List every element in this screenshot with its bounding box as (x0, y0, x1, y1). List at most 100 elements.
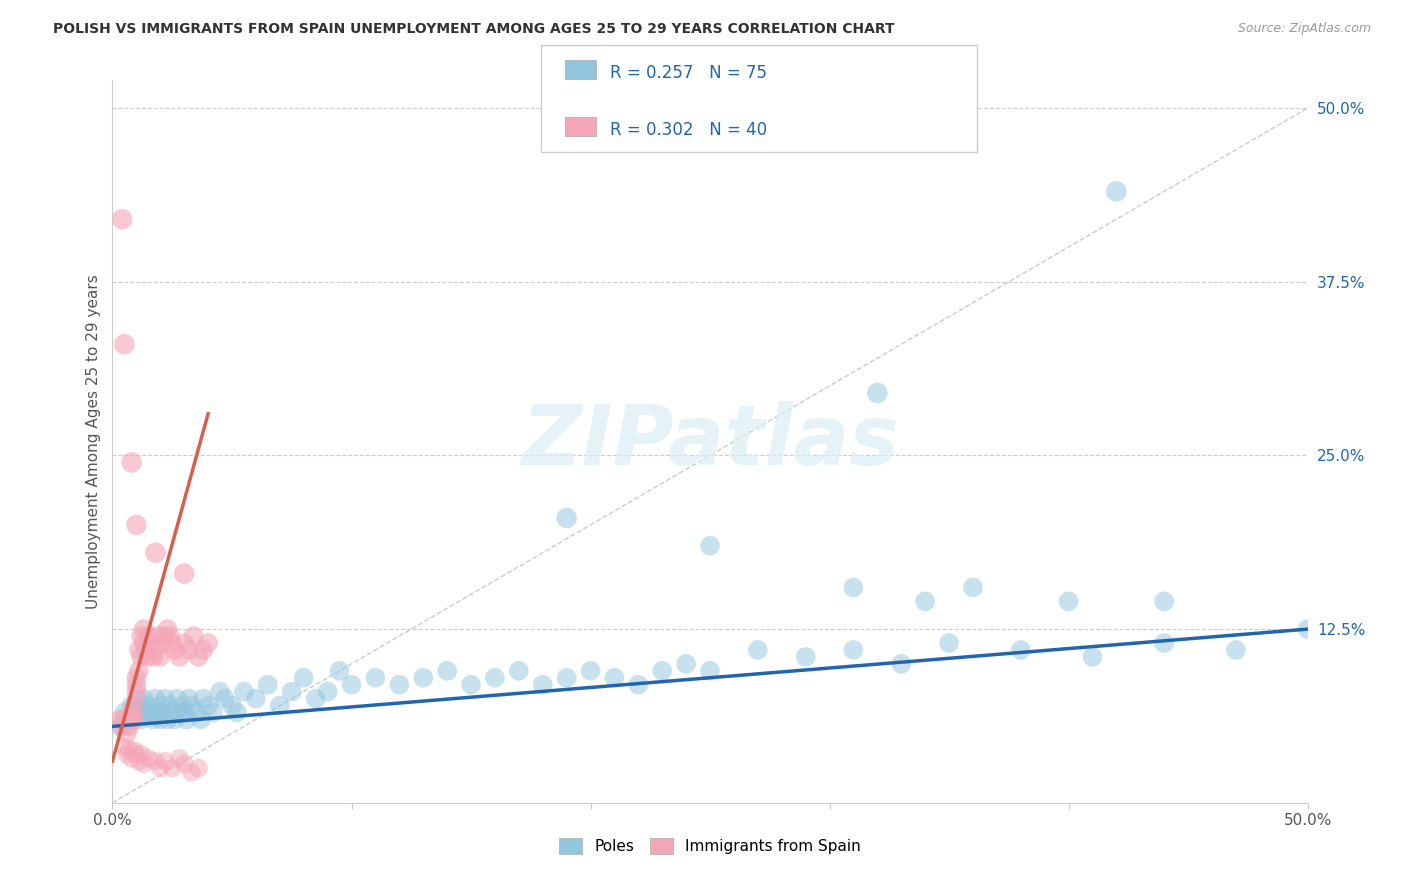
Point (122, 713, 145, 727)
Point (145, 546, 167, 560)
Point (173, 756, 195, 771)
Point (1225, 643, 1247, 657)
Point (166, 691, 188, 706)
Point (180, 698, 202, 713)
Point (153, 691, 176, 706)
Point (149, 713, 172, 727)
Text: ZIPatlas: ZIPatlas (522, 401, 898, 482)
Point (221, 698, 243, 713)
Point (1105, 185, 1128, 199)
Point (139, 636, 162, 650)
Point (162, 636, 183, 650)
Point (531, 678, 554, 692)
Point (281, 684, 304, 698)
Point (129, 629, 152, 643)
Point (114, 706, 135, 720)
Point (128, 643, 150, 657)
Point (388, 678, 411, 692)
Point (1296, 622, 1319, 636)
Point (122, 713, 145, 727)
Y-axis label: Unemployment Among Ages 25 to 29 years: Unemployment Among Ages 25 to 29 years (86, 274, 101, 609)
Point (122, 743, 145, 757)
Point (364, 671, 387, 685)
Point (890, 657, 912, 671)
Point (125, 747, 148, 761)
Point (197, 636, 219, 650)
Point (129, 649, 152, 664)
Point (914, 594, 936, 608)
Text: R = 0.257   N = 75: R = 0.257 N = 75 (610, 63, 768, 81)
Point (121, 706, 143, 720)
Point (156, 622, 179, 636)
Point (436, 664, 458, 678)
Text: R = 0.302   N = 40: R = 0.302 N = 40 (610, 120, 768, 138)
Point (555, 671, 578, 685)
Point (169, 751, 191, 765)
Point (129, 747, 152, 761)
Point (747, 643, 769, 657)
Point (675, 657, 697, 671)
Point (699, 664, 721, 678)
Point (699, 539, 721, 553)
Point (111, 212, 134, 227)
Point (139, 706, 162, 720)
Point (129, 713, 152, 727)
Point (173, 636, 195, 650)
Point (627, 678, 650, 692)
Point (132, 691, 155, 706)
Point (555, 511, 578, 525)
Point (187, 649, 209, 664)
Point (128, 698, 150, 713)
Point (651, 664, 673, 678)
Point (1153, 636, 1175, 650)
Point (177, 643, 200, 657)
Point (603, 671, 626, 685)
Point (145, 643, 167, 657)
Point (794, 649, 817, 664)
Point (329, 664, 352, 678)
Point (149, 761, 172, 775)
Point (114, 713, 135, 727)
Point (197, 698, 219, 713)
Point (128, 754, 150, 768)
Point (146, 629, 169, 643)
Legend: Poles, Immigrants from Spain: Poles, Immigrants from Spain (554, 832, 866, 860)
Point (177, 691, 200, 706)
Point (138, 629, 160, 643)
Text: POLISH VS IMMIGRANTS FROM SPAIN UNEMPLOYMENT AMONG AGES 25 TO 29 YEARS CORRELATI: POLISH VS IMMIGRANTS FROM SPAIN UNEMPLOY… (53, 22, 896, 37)
Point (128, 664, 150, 678)
Point (866, 385, 889, 400)
Point (245, 691, 267, 706)
Point (412, 671, 434, 685)
Point (257, 678, 280, 692)
Point (115, 726, 138, 740)
Point (152, 636, 174, 650)
Point (170, 698, 193, 713)
Point (159, 629, 181, 643)
Point (125, 684, 148, 698)
Point (121, 713, 143, 727)
Point (292, 671, 315, 685)
Point (180, 765, 202, 780)
Point (169, 649, 191, 664)
Point (135, 643, 157, 657)
Point (125, 691, 148, 706)
Point (135, 706, 157, 720)
Point (108, 713, 131, 727)
Point (163, 643, 186, 657)
Point (162, 761, 183, 775)
Point (118, 713, 141, 727)
Point (146, 706, 169, 720)
Point (173, 706, 195, 720)
Point (125, 706, 148, 720)
Point (132, 756, 155, 771)
Point (316, 684, 339, 698)
Point (962, 581, 984, 595)
Point (118, 713, 141, 727)
Point (122, 698, 145, 713)
Point (159, 698, 181, 713)
Text: Source: ZipAtlas.com: Source: ZipAtlas.com (1237, 22, 1371, 36)
Point (125, 517, 148, 532)
Point (842, 643, 865, 657)
Point (111, 719, 134, 733)
